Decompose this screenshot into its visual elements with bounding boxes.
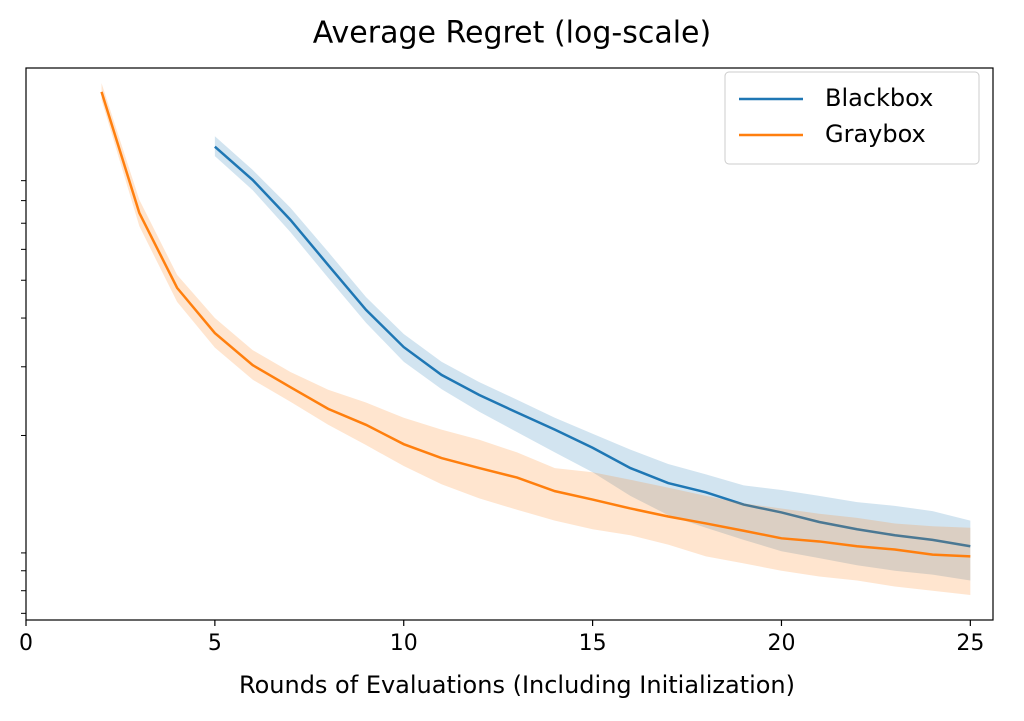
chart-title: Average Regret (log-scale) (313, 16, 711, 51)
x-axis-label: Rounds of Evaluations (Including Initial… (239, 671, 795, 699)
x-tick-label: 20 (767, 631, 795, 656)
x-tick-label: 0 (19, 631, 33, 656)
x-tick-label: 10 (390, 631, 418, 656)
legend-label: Blackbox (825, 84, 933, 112)
series-line (100, 91, 971, 558)
legend-box (724, 71, 980, 165)
x-tick-label: 25 (956, 631, 984, 656)
x-tick-label: 5 (208, 631, 222, 656)
series-line (214, 145, 971, 548)
legend-label: Graybox (825, 120, 926, 148)
plot-frame (25, 67, 994, 621)
confidence-band (101, 83, 971, 596)
x-tick-label: 15 (579, 631, 607, 656)
